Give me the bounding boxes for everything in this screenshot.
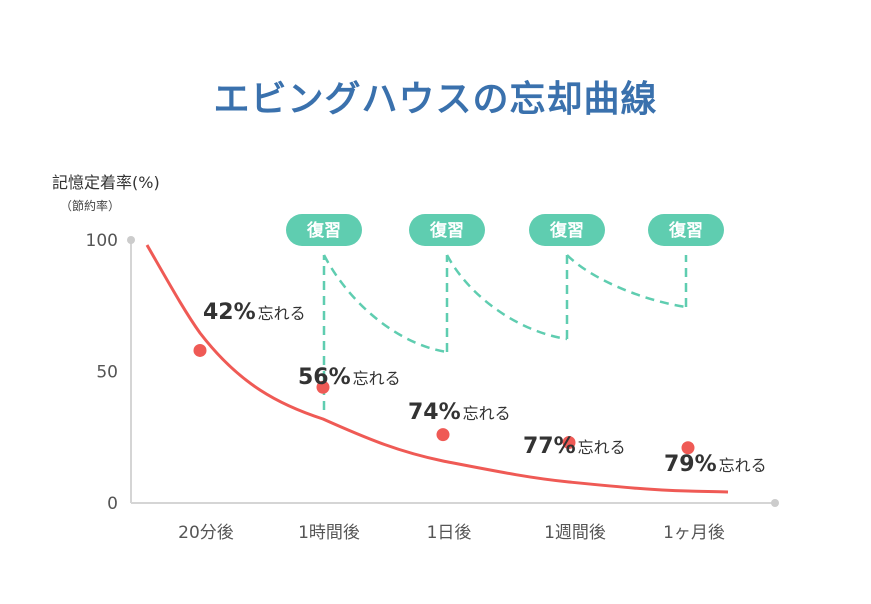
forget-annotation: 74% 忘れる [408, 400, 511, 425]
x-tick-label: 20分後 [178, 523, 234, 543]
forget-annotation: 77% 忘れる [523, 434, 626, 459]
y-axis-label: 記憶定着率(%) [52, 173, 160, 192]
forget-percent: 74% [408, 400, 461, 425]
data-point [562, 436, 576, 450]
y-axis-sublabel: （節約率） [60, 198, 120, 213]
review-dashed-curve [445, 254, 568, 341]
x-tick-label: 1日後 [427, 523, 472, 543]
review-badge-label: 復習 [429, 220, 464, 241]
forget-suffix: 忘れる [463, 404, 511, 423]
y-tick-label: 0 [107, 494, 118, 514]
review-badge [286, 214, 362, 246]
forget-suffix: 忘れる [578, 438, 626, 457]
review-badge [529, 214, 605, 246]
y-tick-label: 100 [86, 231, 118, 251]
chart-title: エビングハウスの忘却曲線 [213, 79, 658, 120]
forget-suffix: 忘れる [353, 369, 401, 388]
x-axis-end-dot [771, 499, 779, 507]
y-axis-end-dot [127, 236, 135, 244]
forget-percent: 79% [664, 452, 717, 477]
data-point [436, 428, 450, 442]
forget-percent: 56% [298, 365, 351, 390]
forget-suffix: 忘れる [719, 456, 767, 475]
review-dashed-curve [566, 254, 687, 309]
forget-percent: 77% [523, 434, 576, 459]
review-badge [409, 214, 485, 246]
forget-annotation: 42% 忘れる [203, 300, 306, 325]
review-badge [648, 214, 724, 246]
review-badge-label: 復習 [549, 220, 584, 241]
y-tick-label: 50 [96, 363, 118, 383]
x-tick-label: 1ヶ月後 [663, 523, 725, 543]
forget-percent: 42% [203, 300, 256, 325]
data-point [193, 343, 207, 357]
review-badge-label: 復習 [306, 220, 341, 241]
forget-annotation: 56% 忘れる [298, 365, 401, 390]
forget-annotation: 79% 忘れる [664, 452, 767, 477]
x-tick-label: 1週間後 [544, 523, 606, 543]
x-tick-label: 1時間後 [298, 523, 360, 543]
data-point [681, 441, 695, 455]
review-dashed-curve [322, 254, 448, 354]
forget-suffix: 忘れる [258, 304, 306, 323]
review-badge-label: 復習 [668, 220, 703, 241]
data-point [316, 380, 330, 394]
forgetting-curve-line [145, 244, 729, 494]
